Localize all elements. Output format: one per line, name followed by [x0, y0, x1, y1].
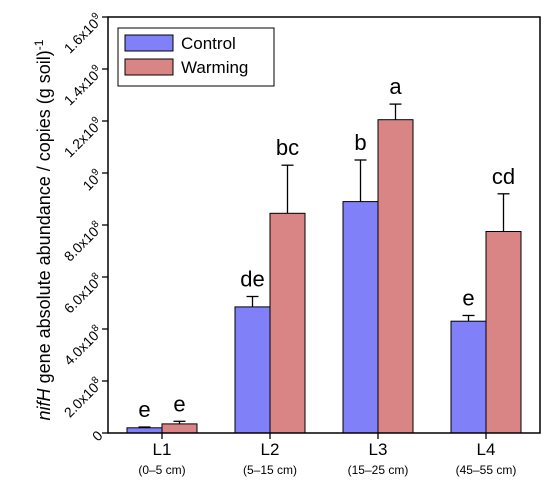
- bar-warming-l4: [485, 231, 522, 434]
- significance-letter: e: [138, 397, 150, 422]
- y-axis-title-sup: -1: [32, 39, 46, 50]
- svg-text:2.0x108: 2.0x108: [60, 374, 106, 420]
- significance-letter: b: [354, 130, 366, 155]
- significance-letter: e: [173, 391, 185, 416]
- svg-text:nifH gene absolute abundance /: nifH gene absolute abundance / copies (g…: [32, 39, 54, 420]
- bar-warming-l1: [161, 423, 198, 434]
- significance-letter: cd: [492, 164, 515, 189]
- x-tick-label: L4: [477, 440, 496, 459]
- svg-text:1.6x109: 1.6x109: [60, 10, 106, 56]
- y-tick-label: 1.2x109: [60, 114, 106, 160]
- bar-warming-l3: [377, 119, 414, 434]
- plot-frame: [107, 16, 541, 434]
- y-axis-title: nifH gene absolute abundance / copies (g…: [32, 39, 54, 420]
- significance-letter: a: [389, 74, 402, 99]
- bar-control-l2: [234, 306, 271, 434]
- legend: Control Warming: [117, 27, 275, 87]
- bar-control-l4: [450, 320, 487, 434]
- svg-text:109: 109: [79, 166, 106, 193]
- y-tick-label: 109: [79, 166, 106, 193]
- bar-warming-l2: [269, 212, 306, 434]
- svg-text:4.0x108: 4.0x108: [60, 322, 106, 368]
- x-tick-sublabel: (5–15 cm): [243, 463, 297, 477]
- significance-letter: bc: [276, 135, 299, 160]
- significance-letter: e: [462, 285, 474, 310]
- y-tick-label: 6.0x108: [60, 270, 106, 316]
- y-tick-label: 8.0x108: [60, 218, 106, 264]
- bar-control-l3: [342, 201, 379, 434]
- svg-text:8.0x108: 8.0x108: [60, 218, 106, 264]
- x-tick-sublabel: (45–55 cm): [456, 463, 517, 477]
- svg-text:0: 0: [89, 427, 106, 444]
- legend-swatch-warming: [124, 58, 174, 76]
- y-tick-label: 2.0x108: [60, 374, 106, 420]
- x-tick-sublabel: (0–5 cm): [138, 463, 185, 477]
- y-tick-label: 1.4x109: [60, 62, 106, 108]
- bar-control-l1: [126, 427, 163, 434]
- legend-label-control: Control: [181, 34, 236, 53]
- svg-text:1.4x109: 1.4x109: [60, 62, 106, 108]
- x-tick-label: L3: [369, 440, 388, 459]
- x-tick-label: L2: [261, 440, 280, 459]
- significance-letter: de: [240, 267, 264, 292]
- y-axis-title-text: gene absolute abundance / copies (g soil…: [34, 50, 54, 388]
- y-axis-title-italic: nifH: [34, 387, 54, 420]
- svg-text:1.2x109: 1.2x109: [60, 114, 106, 160]
- legend-label-warming: Warming: [181, 58, 248, 77]
- y-tick-label: 1.6x109: [60, 10, 106, 56]
- svg-text:6.0x108: 6.0x108: [60, 270, 106, 316]
- y-tick-label: 0: [89, 427, 106, 444]
- x-tick-sublabel: (15–25 cm): [348, 463, 409, 477]
- legend-swatch-control: [124, 34, 174, 52]
- y-tick-label: 4.0x108: [60, 322, 106, 368]
- x-tick-label: L1: [153, 440, 172, 459]
